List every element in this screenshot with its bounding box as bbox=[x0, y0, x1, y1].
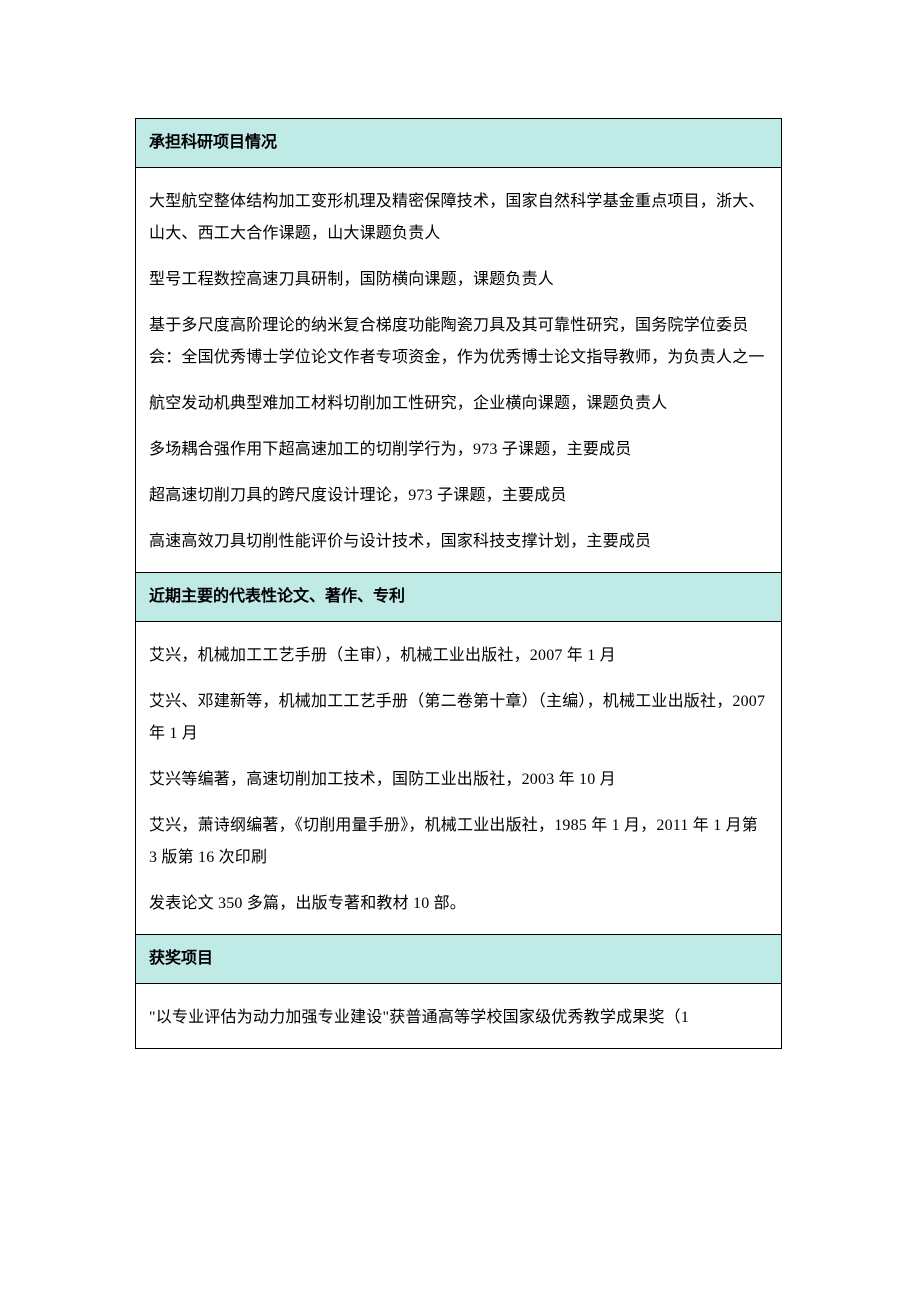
section-body-awards: "以专业评估为动力加强专业建设"获普通高等学校国家级优秀教学成果奖（1 bbox=[136, 984, 781, 1048]
list-item: 大型航空整体结构加工变形机理及精密保障技术，国家自然科学基金重点项目，浙大、山大… bbox=[149, 186, 768, 250]
page: 承担科研项目情况 大型航空整体结构加工变形机理及精密保障技术，国家自然科学基金重… bbox=[0, 0, 920, 1302]
list-item: 艾兴等编著，高速切削加工技术，国防工业出版社，2003 年 10 月 bbox=[149, 764, 768, 796]
list-item: 高速高效刀具切削性能评价与设计技术，国家科技支撑计划，主要成员 bbox=[149, 526, 768, 558]
section-title: 近期主要的代表性论文、著作、专利 bbox=[149, 588, 405, 605]
section-title: 承担科研项目情况 bbox=[149, 134, 277, 151]
list-item: 艾兴，机械加工工艺手册（主审），机械工业出版社，2007 年 1 月 bbox=[149, 640, 768, 672]
section-title: 获奖项目 bbox=[149, 950, 213, 967]
list-item: 超高速切削刀具的跨尺度设计理论，973 子课题，主要成员 bbox=[149, 480, 768, 512]
list-item: 基于多尺度高阶理论的纳米复合梯度功能陶瓷刀具及其可靠性研究，国务院学位委员会：全… bbox=[149, 310, 768, 374]
section-header-research: 承担科研项目情况 bbox=[136, 119, 781, 168]
list-item: 型号工程数控高速刀具研制，国防横向课题，课题负责人 bbox=[149, 264, 768, 296]
list-item: 多场耦合强作用下超高速加工的切削学行为，973 子课题，主要成员 bbox=[149, 434, 768, 466]
list-item: 发表论文 350 多篇，出版专著和教材 10 部。 bbox=[149, 888, 768, 920]
section-body-publications: 艾兴，机械加工工艺手册（主审），机械工业出版社，2007 年 1 月 艾兴、邓建… bbox=[136, 622, 781, 935]
list-item: 艾兴、邓建新等，机械加工工艺手册（第二卷第十章）（主编），机械工业出版社，200… bbox=[149, 686, 768, 750]
section-body-research: 大型航空整体结构加工变形机理及精密保障技术，国家自然科学基金重点项目，浙大、山大… bbox=[136, 168, 781, 573]
content-table: 承担科研项目情况 大型航空整体结构加工变形机理及精密保障技术，国家自然科学基金重… bbox=[135, 118, 782, 1049]
list-item: 艾兴，萧诗纲编著，《切削用量手册》，机械工业出版社，1985 年 1 月，201… bbox=[149, 810, 768, 874]
section-header-publications: 近期主要的代表性论文、著作、专利 bbox=[136, 573, 781, 622]
list-item: "以专业评估为动力加强专业建设"获普通高等学校国家级优秀教学成果奖（1 bbox=[149, 1002, 768, 1034]
list-item: 航空发动机典型难加工材料切削加工性研究，企业横向课题，课题负责人 bbox=[149, 388, 768, 420]
section-header-awards: 获奖项目 bbox=[136, 935, 781, 984]
